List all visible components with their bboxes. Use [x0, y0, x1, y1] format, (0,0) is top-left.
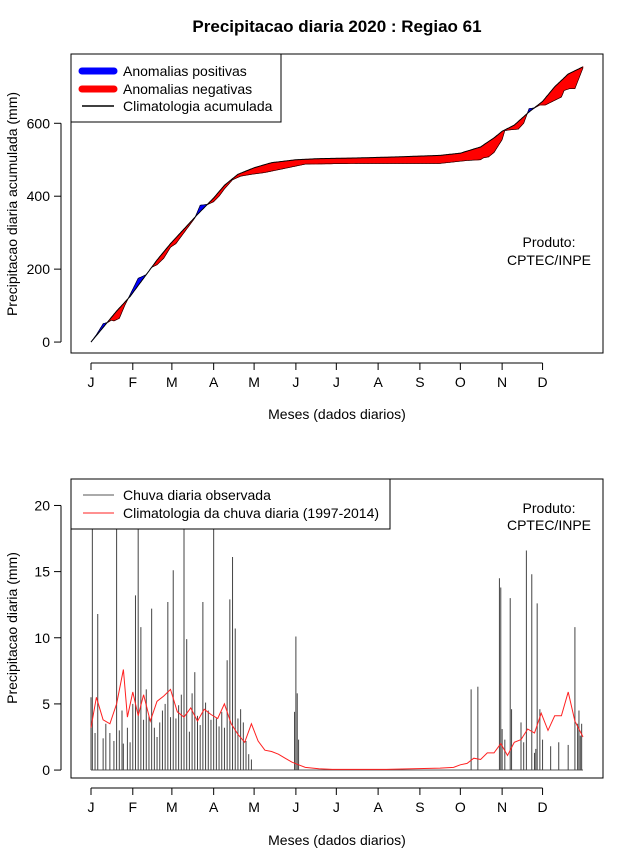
x-tick-label: M	[248, 374, 260, 390]
x-tick-label: J	[292, 799, 299, 815]
x-tick-label: J	[88, 799, 95, 815]
x-tick-label: J	[292, 374, 299, 390]
legend-negative-label: Anomalias negativas	[123, 81, 252, 97]
x-tick-label: A	[373, 374, 383, 390]
x-tick-label: S	[415, 374, 424, 390]
climatology-daily-line	[90, 669, 584, 770]
x-tick-label: O	[455, 799, 466, 815]
daily-panel: J F M A M J J A S O N D 0 5 10 15 20 Precipitacao diaria…	[4, 478, 604, 848]
figure-title: Precipitacao diaria 2020 : Regiao 61	[192, 17, 481, 36]
annotation-line-2: CPTEC/INPE	[507, 517, 591, 533]
observed-bars	[90, 521, 583, 771]
legend-observed-label: Chuva diaria observada	[123, 487, 271, 503]
x-tick-label: A	[373, 799, 383, 815]
y-tick-label: 200	[27, 261, 51, 277]
x-tick-label: M	[248, 799, 260, 815]
x-tick-label: M	[166, 374, 178, 390]
legend: Anomalias positivas Anomalias negativas …	[70, 53, 282, 123]
y-tick-label: 600	[27, 115, 51, 131]
y-tick-label: 20	[34, 497, 50, 513]
plot-frame	[70, 53, 604, 354]
y-tick-label: 0	[42, 334, 50, 350]
x-tick-label: N	[497, 374, 507, 390]
axes: J F M A M J J A S O N D 0 200 400 600	[27, 115, 548, 390]
cumulative-panel: J F M A M J J A S O N D 0 200 400 600 Precipitacao diar…	[4, 53, 604, 422]
x-tick-label: F	[129, 799, 138, 815]
x-tick-label: D	[537, 374, 547, 390]
y-tick-label: 15	[34, 564, 50, 580]
observed-cumulative-line	[90, 67, 584, 343]
y-axis-label: Precipitacao diaria (mm)	[4, 552, 20, 704]
legend-climatology-label: Climatologia da chuva diaria (1997-2014)	[123, 505, 379, 521]
y-axis-label: Precipitacao diaria acumulada (mm)	[4, 92, 20, 316]
legend-climatology-label: Climatologia acumulada	[123, 98, 273, 114]
climatology-line	[90, 66, 584, 343]
x-tick-label: M	[166, 799, 178, 815]
x-tick-label: S	[415, 799, 424, 815]
legend-positive-label: Anomalias positivas	[123, 63, 247, 79]
legend: Chuva diaria observada Climatologia da c…	[70, 478, 391, 530]
x-tick-label: J	[333, 374, 340, 390]
climatology-daily-line	[90, 669, 584, 770]
y-tick-label: 10	[34, 630, 50, 646]
x-tick-label: N	[497, 799, 507, 815]
annotation-line-2: CPTEC/INPE	[507, 252, 591, 268]
x-tick-label: J	[88, 374, 95, 390]
legend-box	[70, 478, 391, 530]
y-tick-label: 5	[42, 696, 50, 712]
x-tick-label: F	[129, 374, 138, 390]
y-tick-label: 0	[42, 762, 50, 778]
annotation-line-1: Produto:	[523, 234, 576, 250]
x-tick-label: O	[455, 374, 466, 390]
x-axis-label: Meses (dados diarios)	[268, 832, 406, 848]
x-tick-label: D	[537, 799, 547, 815]
axes: J F M A M J J A S O N D 0 5 10 15 20	[34, 497, 547, 815]
x-tick-label: J	[333, 799, 340, 815]
climatology-cumulative-line	[90, 66, 584, 343]
annotation-line-1: Produto:	[523, 500, 576, 516]
x-tick-label: A	[209, 799, 219, 815]
x-axis-label: Meses (dados diarios)	[268, 406, 406, 422]
x-tick-label: A	[209, 374, 219, 390]
y-tick-label: 400	[27, 188, 51, 204]
